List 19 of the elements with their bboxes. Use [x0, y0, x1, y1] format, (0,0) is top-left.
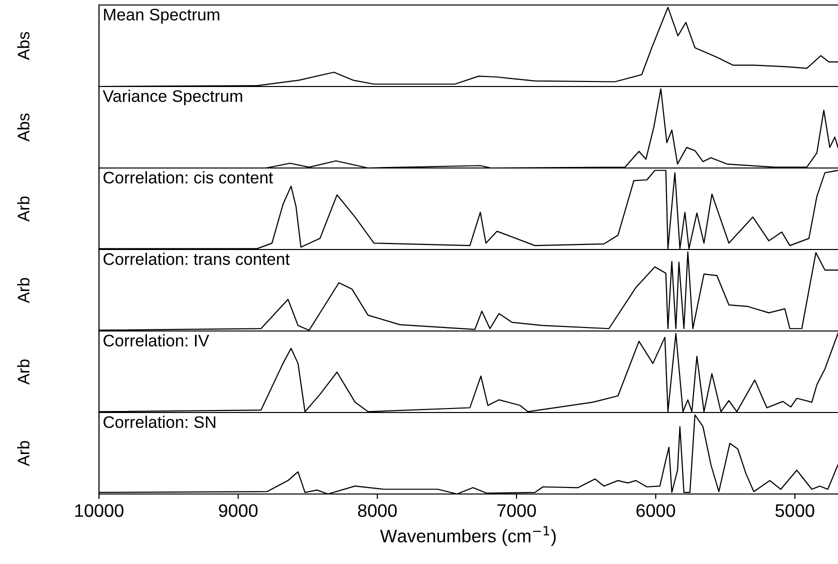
chart-title: Correlation: cis content [104, 171, 274, 184]
chart-title: Mean Spectrum [104, 8, 220, 24]
y-axis-title: Arb [17, 196, 30, 222]
x-tick-label: 9000 [218, 504, 258, 517]
y-axis-title: Abs [17, 32, 30, 60]
chart-title: Correlation: SN [104, 416, 216, 428]
y-axis-title: Abs [17, 113, 30, 142]
x-tick-label: 5000 [776, 504, 814, 517]
chart-title: Correlation: trans content [104, 252, 290, 265]
x-tick-label: 7000 [497, 504, 536, 517]
y-axis-title: Arb [17, 359, 30, 385]
x-tick-label: 8000 [358, 504, 397, 517]
x-tick-label: 6000 [636, 504, 676, 517]
x-axis-title: Wavenumbers (cm$^{−1}$) [380, 526, 556, 546]
y-axis-title: Arb [17, 278, 30, 304]
y-axis-title: Arb [17, 440, 30, 466]
chart-title: Correlation: IV [104, 334, 210, 346]
x-tick-label: 10000 [75, 504, 124, 517]
chart-title: Variance Spectrum [102, 90, 242, 106]
